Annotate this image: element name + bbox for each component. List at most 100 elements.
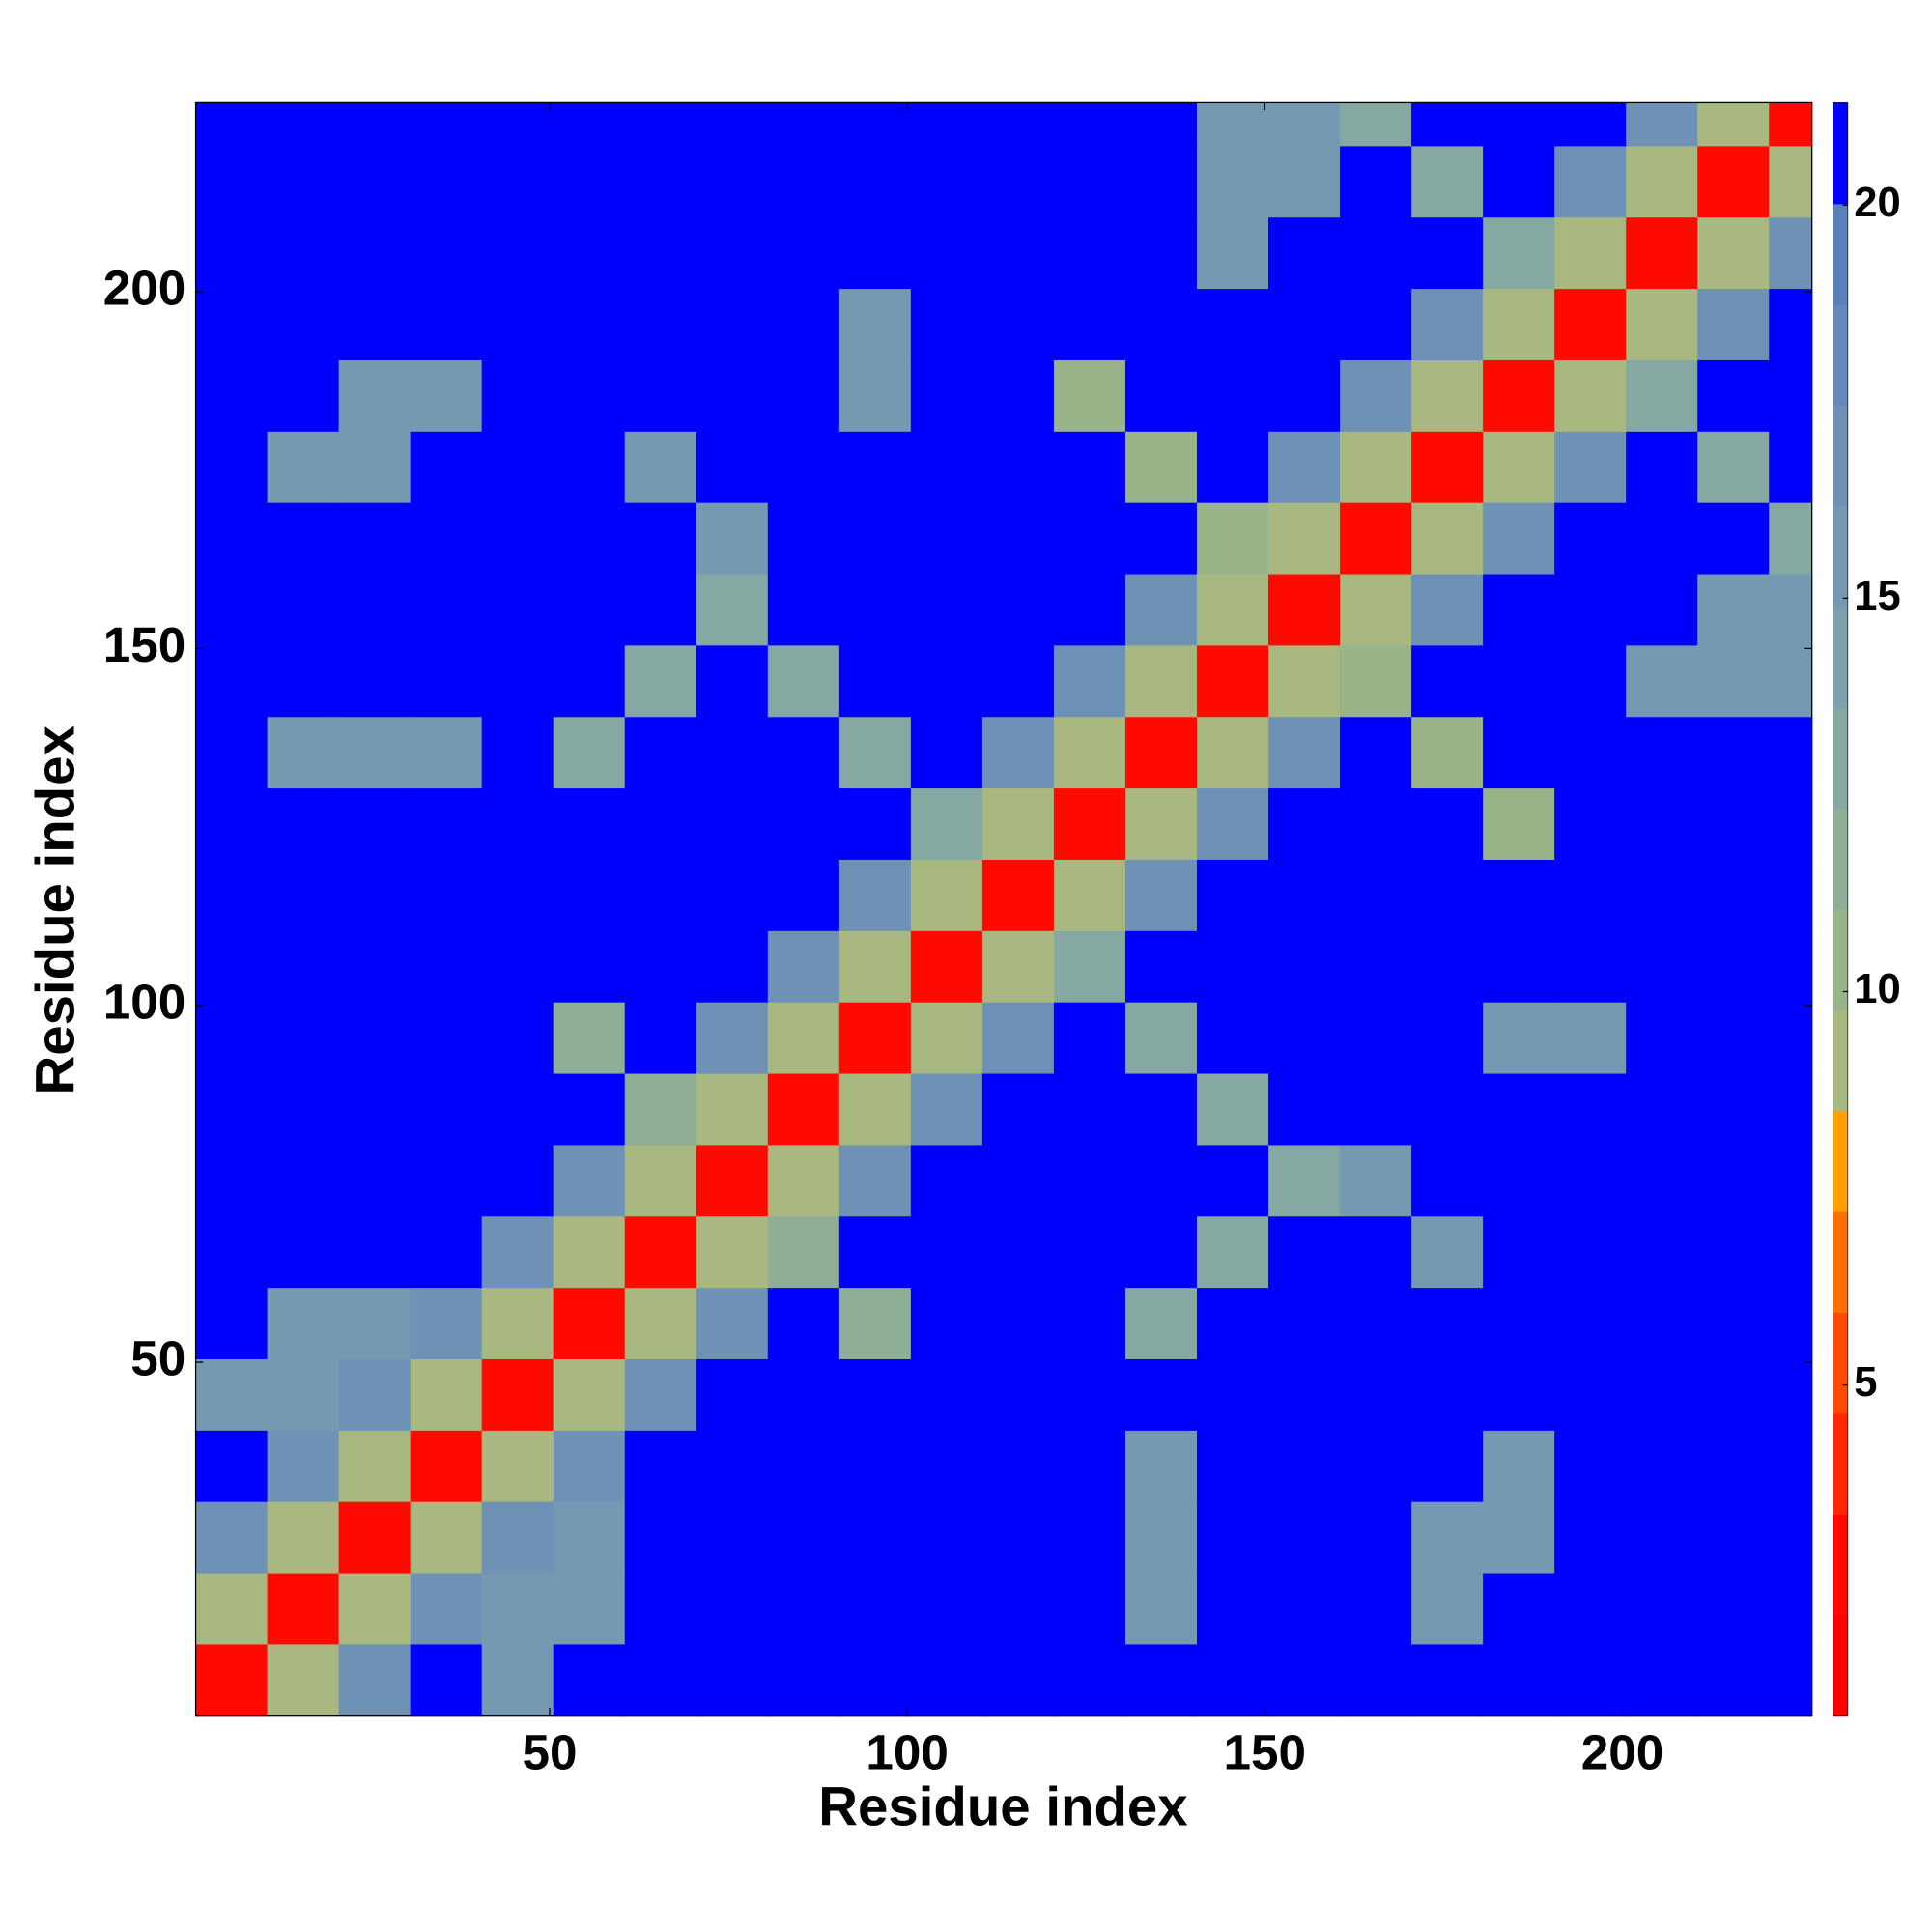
colorbar-band [1833, 1312, 1848, 1414]
heatmap-cell [1196, 1643, 1269, 1717]
heatmap-cell [1483, 1358, 1555, 1431]
heatmap-cell [1626, 431, 1698, 503]
heatmap-cell [1340, 930, 1412, 1003]
heatmap-cell [767, 102, 840, 147]
heatmap-cell [1340, 359, 1412, 432]
heatmap-cell [1053, 930, 1126, 1003]
heatmap-cell [1340, 1643, 1412, 1717]
heatmap-cell [981, 1002, 1055, 1074]
heatmap-cell [553, 716, 626, 789]
heatmap-cell [910, 1572, 983, 1645]
heatmap-cell [910, 716, 983, 789]
heatmap-cell [838, 1215, 912, 1289]
heatmap-cell [1626, 288, 1698, 360]
heatmap-cell [267, 1215, 340, 1289]
heatmap-cell [1124, 716, 1198, 789]
heatmap-cell [1053, 288, 1126, 360]
heatmap-cell [338, 716, 412, 789]
heatmap-cell [1626, 1002, 1698, 1074]
heatmap-cell [1411, 359, 1484, 432]
heatmap-cell [1268, 1501, 1341, 1574]
heatmap-cell [410, 502, 483, 575]
heatmap-cell [481, 359, 554, 432]
colorbar: 5 10 15 20 [1833, 102, 1901, 1717]
heatmap-cell [481, 1501, 554, 1574]
heatmap-cell [338, 145, 412, 218]
heatmap-cell [481, 288, 554, 360]
heatmap-cell [195, 1144, 269, 1217]
heatmap-cell [1483, 859, 1555, 931]
heatmap-cell [767, 930, 840, 1003]
heatmap-cell [1554, 573, 1627, 646]
heatmap-cell [1697, 1144, 1770, 1217]
heatmap-cell [1340, 1287, 1412, 1359]
heatmap-cell [1483, 716, 1555, 789]
heatmap-cell [553, 573, 626, 646]
colorbar-band [1833, 707, 1848, 810]
heatmap-cell [624, 1144, 697, 1217]
heatmap-cell [981, 1643, 1055, 1717]
heatmap-cell [1411, 216, 1484, 290]
heatmap-cell [1554, 859, 1627, 931]
heatmap-cell [1268, 288, 1341, 360]
heatmap-cell [696, 1643, 769, 1717]
heatmap-cell [195, 1215, 269, 1289]
heatmap-cell [1411, 1358, 1484, 1431]
heatmap-cell [195, 573, 269, 646]
heatmap-cell [1697, 102, 1770, 147]
heatmap-cell [1769, 1572, 1813, 1645]
heatmap-cell [1697, 787, 1770, 860]
heatmap-cell [1769, 431, 1813, 503]
y-tick-label: 100 [103, 974, 186, 1029]
colorbar-tick-label: 20 [1854, 180, 1900, 226]
heatmap-cell [1124, 1144, 1198, 1217]
heatmap-cell [410, 644, 483, 718]
heatmap-cell [1697, 431, 1770, 503]
heatmap-cell [624, 1002, 697, 1074]
heatmap-cell [767, 359, 840, 432]
heatmap-cell [1124, 216, 1198, 290]
heatmap-cell [981, 644, 1055, 718]
y-tick-label: 200 [103, 261, 186, 316]
heatmap-cell [1340, 644, 1412, 718]
heatmap-cell [481, 145, 554, 218]
heatmap-cell [1554, 1072, 1627, 1146]
heatmap-cell [624, 431, 697, 503]
heatmap-cell [696, 359, 769, 432]
heatmap-cell [1411, 716, 1484, 789]
heatmap-cell [1483, 102, 1555, 147]
heatmap-cell [981, 359, 1055, 432]
heatmap-cell [1554, 644, 1627, 718]
heatmap-cell [910, 1215, 983, 1289]
heatmap-cell [910, 1501, 983, 1574]
heatmap-cell [696, 1287, 769, 1359]
heatmap-cell [410, 1287, 483, 1359]
heatmap-cell [338, 644, 412, 718]
heatmap-cell [1196, 930, 1269, 1003]
heatmap-cell [1124, 359, 1198, 432]
heatmap-cell [624, 1430, 697, 1502]
y-axis-title: Residue index [24, 725, 85, 1094]
heatmap-cell [838, 1430, 912, 1502]
heatmap-cell [195, 1002, 269, 1074]
heatmap-cell [696, 787, 769, 860]
heatmap-cell [838, 216, 912, 290]
heatmap-cell [338, 216, 412, 290]
heatmap-cell [1626, 216, 1698, 290]
heatmap-cell [410, 216, 483, 290]
heatmap-cell [767, 644, 840, 718]
heatmap-cell [1053, 1358, 1126, 1431]
heatmap-cell [338, 1501, 412, 1574]
heatmap-cell [410, 1643, 483, 1717]
heatmap-cell [838, 1287, 912, 1359]
heatmap-cell [1769, 859, 1813, 931]
heatmap-cell [1626, 1430, 1698, 1502]
x-tick-label: 200 [1581, 1724, 1664, 1779]
colorbar-band [1833, 1110, 1848, 1212]
heatmap-cell [767, 1358, 840, 1431]
heatmap-cell [1124, 1002, 1198, 1074]
heatmap-cell [696, 573, 769, 646]
heatmap-cell [1697, 1287, 1770, 1359]
heatmap-cell [1483, 145, 1555, 218]
